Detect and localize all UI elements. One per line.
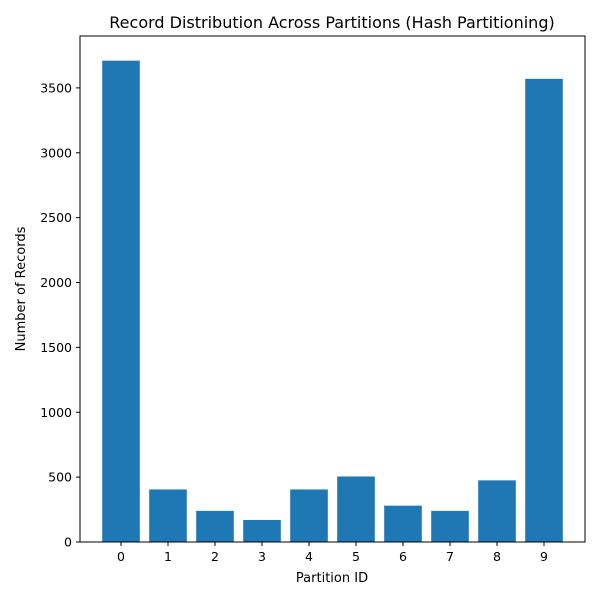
y-tick-label: 2500 [40, 210, 72, 225]
y-axis-label: Number of Records [14, 226, 29, 351]
x-tick-label: 2 [211, 549, 219, 564]
x-tick-label: 6 [399, 549, 407, 564]
x-tick-label: 5 [352, 549, 360, 564]
y-tick-label: 3000 [40, 145, 72, 160]
bar-partition-5 [337, 476, 375, 542]
bar-partition-2 [196, 510, 234, 542]
bar-partition-8 [478, 480, 516, 542]
x-axis-ticks: 0 1 2 3 4 5 6 7 8 9 [117, 542, 548, 564]
x-tick-label: 3 [258, 549, 266, 564]
bar-partition-4 [290, 489, 328, 542]
bar-partition-7 [431, 510, 469, 542]
y-tick-label: 3500 [40, 80, 72, 95]
bar-partition-1 [149, 489, 187, 542]
x-tick-label: 1 [164, 549, 172, 564]
bar-partition-9 [525, 78, 563, 543]
y-tick-label: 2000 [40, 275, 72, 290]
chart-title: Record Distribution Across Partitions (H… [109, 13, 554, 32]
x-tick-label: 7 [446, 549, 454, 564]
y-tick-label: 500 [48, 470, 72, 485]
plot-frame [79, 35, 586, 543]
bars-group [102, 60, 563, 543]
y-tick-label: 1000 [40, 405, 72, 420]
y-tick-label: 1500 [40, 340, 72, 355]
x-tick-label: 8 [493, 549, 501, 564]
x-tick-label: 4 [305, 549, 313, 564]
bar-partition-0 [102, 60, 140, 543]
bar-partition-3 [243, 519, 281, 542]
bar-partition-6 [384, 505, 422, 542]
y-axis-ticks: 0 500 1000 1500 2000 2500 3000 3500 [40, 80, 80, 550]
x-axis-label: Partition ID [296, 571, 368, 586]
x-tick-label: 0 [117, 549, 125, 564]
y-tick-label: 0 [64, 535, 72, 550]
x-tick-label: 9 [540, 549, 548, 564]
